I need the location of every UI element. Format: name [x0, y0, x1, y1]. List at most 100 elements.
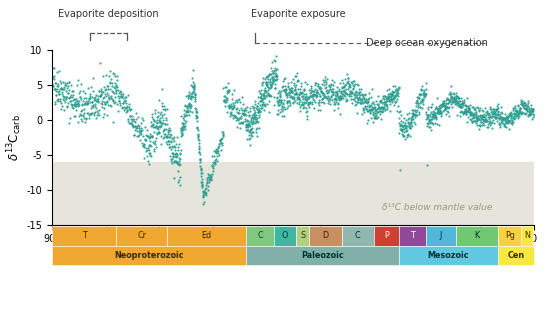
Point [58, 89, 67, 95]
Point [81, 116, 90, 121]
Point [110, 100, 119, 105]
Point [53, 84, 62, 89]
Point [295, 92, 304, 97]
Point [259, 79, 268, 84]
Point [440, 108, 449, 113]
Point [254, 95, 262, 100]
Point [240, 108, 249, 113]
Point [152, 135, 161, 140]
Point [48, 82, 57, 87]
Point [142, 138, 151, 143]
Point [432, 96, 441, 101]
Point [83, 100, 92, 106]
Point [370, 106, 378, 111]
Point [238, 101, 247, 106]
Point [519, 100, 528, 105]
Point [461, 109, 470, 114]
Text: Cen: Cen [507, 251, 524, 260]
Point [188, 109, 196, 114]
Point [324, 83, 333, 88]
Point [248, 113, 256, 118]
Point [49, 84, 58, 89]
Point [263, 74, 272, 79]
Point [478, 112, 487, 117]
Point [86, 95, 95, 100]
Point [194, 135, 202, 140]
Point [293, 95, 302, 100]
Point [351, 93, 360, 98]
Point [206, 176, 214, 181]
Point [242, 123, 251, 128]
Point [342, 82, 350, 87]
Point [458, 100, 467, 106]
Point [120, 106, 129, 111]
Point [170, 144, 179, 149]
Point [481, 112, 490, 117]
Point [253, 103, 262, 108]
Point [246, 105, 255, 110]
Point [317, 81, 326, 86]
Point [355, 95, 364, 100]
Point [376, 106, 385, 111]
Point [286, 86, 295, 91]
Point [311, 89, 320, 95]
Point [276, 91, 284, 96]
Point [139, 117, 147, 122]
Point [344, 84, 353, 89]
Point [513, 112, 522, 117]
Point [185, 89, 194, 94]
Point [506, 112, 515, 117]
Point [75, 95, 84, 100]
Point [416, 99, 425, 104]
Point [191, 92, 200, 97]
Point [256, 98, 265, 103]
Point [458, 99, 466, 104]
Point [385, 97, 394, 102]
Point [256, 96, 265, 101]
Point [262, 73, 271, 78]
Point [192, 110, 201, 115]
Point [300, 96, 309, 101]
Point [133, 128, 141, 133]
Point [395, 108, 404, 113]
Point [151, 142, 160, 147]
Point [279, 101, 288, 106]
Point [462, 120, 471, 125]
Point [86, 99, 95, 104]
Point [87, 110, 96, 115]
Point [291, 91, 300, 96]
Point [65, 87, 74, 92]
Point [248, 130, 257, 135]
Point [345, 89, 354, 95]
Point [250, 114, 259, 119]
Point [106, 81, 114, 86]
Point [300, 95, 309, 100]
Point [464, 103, 472, 108]
Point [271, 85, 279, 90]
Point [184, 95, 192, 100]
Point [113, 101, 122, 106]
Point [109, 71, 118, 76]
Point [453, 103, 461, 108]
Point [54, 82, 63, 87]
Point [268, 74, 277, 79]
Point [74, 103, 83, 108]
Point [318, 91, 327, 96]
Point [123, 109, 131, 114]
Point [344, 80, 353, 85]
Point [82, 98, 91, 103]
Point [296, 84, 305, 89]
Point [478, 122, 487, 127]
Point [261, 77, 270, 82]
Point [75, 95, 84, 100]
Point [408, 116, 416, 121]
Point [357, 111, 366, 116]
Point [103, 87, 112, 92]
Point [426, 119, 435, 124]
Point [387, 94, 395, 99]
Point [393, 97, 402, 102]
Point [63, 94, 72, 99]
Point [431, 116, 440, 121]
Point [416, 100, 425, 105]
Point [463, 109, 472, 114]
